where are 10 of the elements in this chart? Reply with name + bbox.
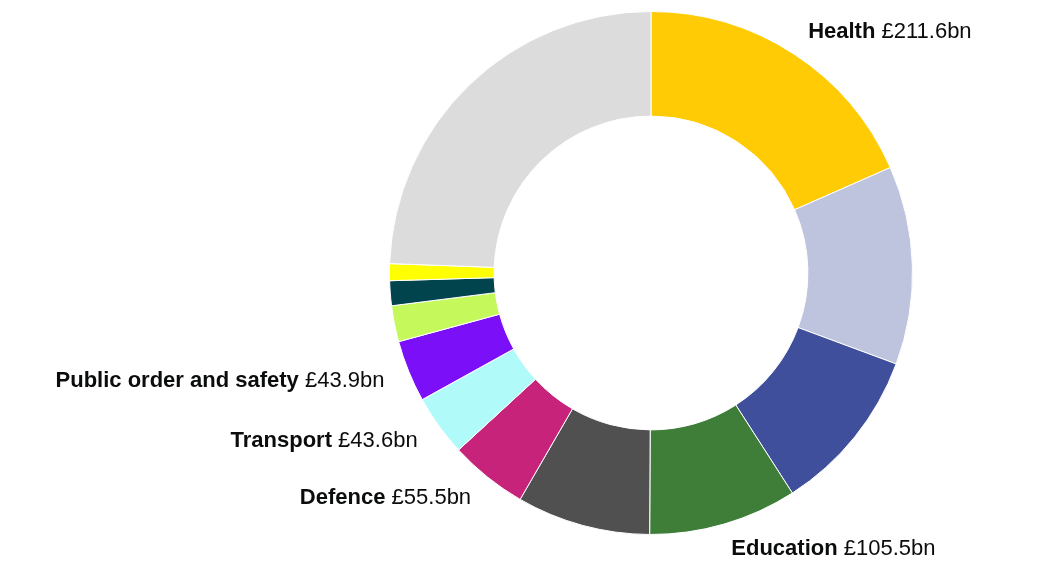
slice-label: Education [731,535,844,561]
data-label: £105.5bn [843,535,936,561]
slice-label: Health [808,18,882,44]
slice-label: Defence [299,483,392,509]
slice-label: Transport [230,427,339,453]
slice-label: Public order and safety [55,367,305,393]
data-label: £211.6bn [881,18,972,44]
data-label: £55.5bn [391,483,472,509]
data-label: £43.9bn [304,367,385,393]
data-label: £43.6bn [338,427,418,453]
